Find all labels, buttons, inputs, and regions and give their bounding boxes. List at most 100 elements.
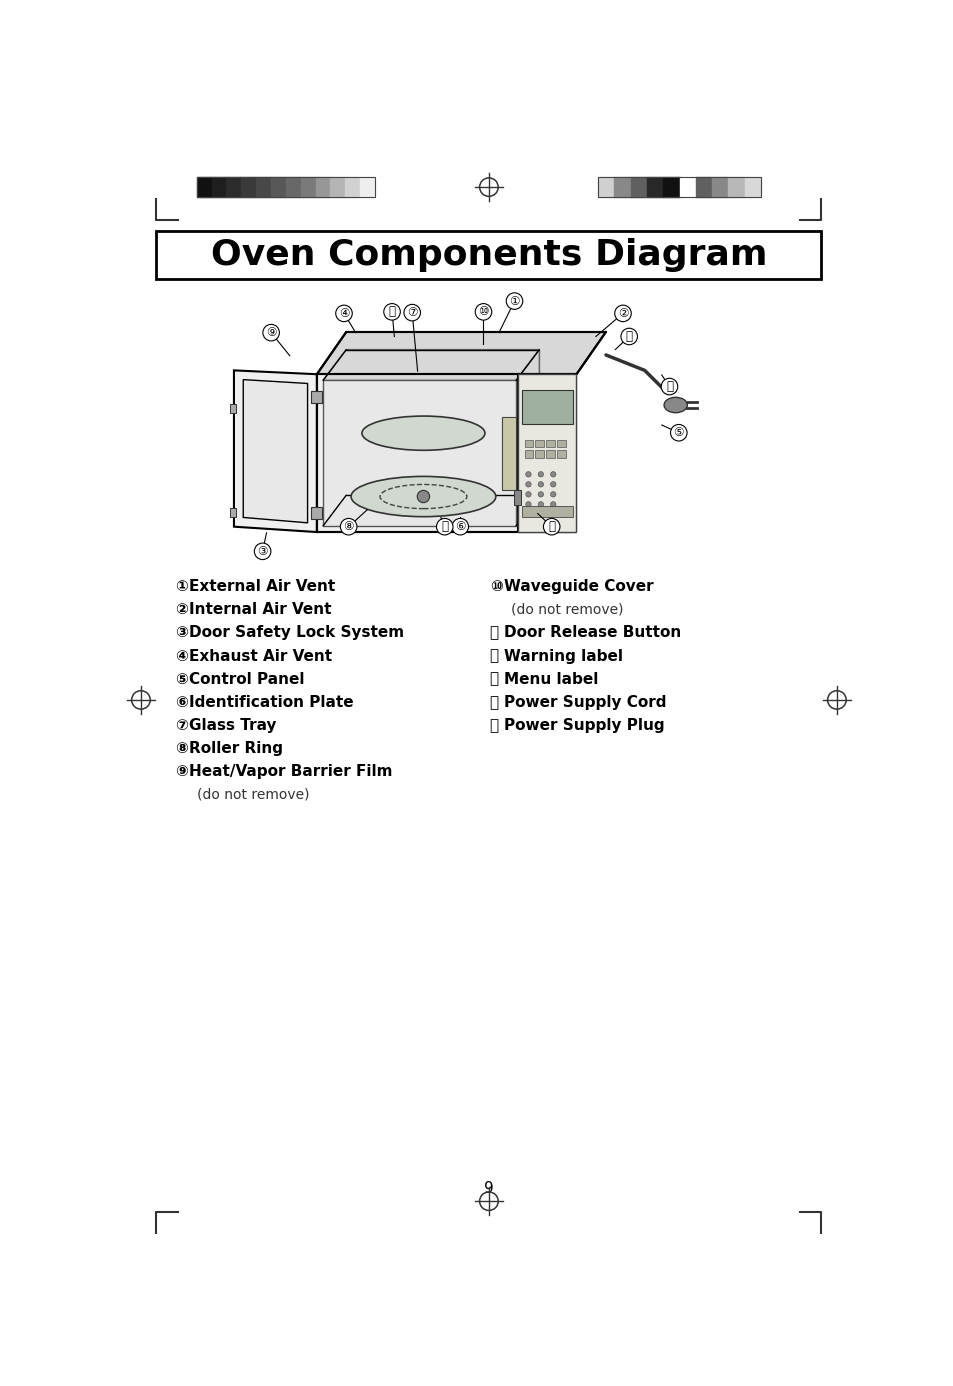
- Bar: [546, 439, 555, 448]
- Circle shape: [525, 471, 531, 477]
- Ellipse shape: [361, 416, 484, 450]
- Bar: [156, 231, 821, 279]
- Text: ⑨: ⑨: [266, 326, 276, 340]
- Text: Power Supply Plug: Power Supply Plug: [503, 718, 663, 733]
- Polygon shape: [516, 349, 538, 525]
- Polygon shape: [316, 331, 605, 374]
- Bar: [524, 450, 533, 459]
- Bar: [323, 380, 516, 525]
- Text: ⑭: ⑭: [625, 330, 632, 342]
- Text: ⑦: ⑦: [407, 306, 417, 319]
- Circle shape: [550, 481, 556, 486]
- Polygon shape: [243, 380, 307, 523]
- Text: ⑪: ⑪: [489, 625, 498, 640]
- Text: Glass Tray: Glass Tray: [189, 718, 276, 733]
- Bar: [614, 177, 630, 197]
- Bar: [226, 177, 241, 197]
- Circle shape: [525, 502, 531, 507]
- Text: Warning label: Warning label: [503, 649, 622, 664]
- Text: ⑮: ⑮: [489, 718, 498, 733]
- Text: Exhaust Air Vent: Exhaust Air Vent: [189, 649, 332, 664]
- Bar: [311, 507, 322, 518]
- Polygon shape: [323, 349, 538, 380]
- Bar: [711, 177, 728, 197]
- Circle shape: [550, 492, 556, 498]
- Text: ⑧: ⑧: [343, 520, 354, 534]
- Bar: [521, 506, 572, 517]
- Text: Heat/Vapor Barrier Film: Heat/Vapor Barrier Film: [189, 764, 392, 779]
- Text: ⑤: ⑤: [673, 427, 683, 439]
- Bar: [286, 177, 300, 197]
- Bar: [557, 439, 565, 448]
- Text: ⑬: ⑬: [489, 672, 498, 686]
- Text: ⑫: ⑫: [489, 649, 498, 664]
- Bar: [630, 177, 646, 197]
- Bar: [646, 177, 662, 197]
- Circle shape: [550, 471, 556, 477]
- Bar: [271, 177, 286, 197]
- Text: External Air Vent: External Air Vent: [189, 579, 335, 595]
- Circle shape: [537, 492, 543, 498]
- Text: Power Supply Cord: Power Supply Cord: [503, 694, 665, 710]
- Text: ⑦: ⑦: [174, 718, 188, 733]
- Text: Identification Plate: Identification Plate: [189, 694, 354, 710]
- Text: ⑬: ⑬: [441, 520, 448, 534]
- Bar: [744, 177, 760, 197]
- Bar: [546, 450, 555, 459]
- Bar: [521, 389, 572, 424]
- Text: ⑩: ⑩: [477, 305, 488, 319]
- Text: Roller Ring: Roller Ring: [189, 742, 283, 755]
- Circle shape: [525, 481, 531, 486]
- Bar: [345, 177, 360, 197]
- Ellipse shape: [663, 398, 686, 413]
- Circle shape: [537, 481, 543, 486]
- Text: ②: ②: [618, 306, 628, 320]
- Text: ①: ①: [174, 579, 188, 595]
- Text: ⑤: ⑤: [174, 672, 188, 686]
- Bar: [662, 177, 679, 197]
- Circle shape: [537, 471, 543, 477]
- Text: ③: ③: [174, 625, 188, 640]
- Bar: [557, 450, 565, 459]
- Bar: [230, 405, 236, 413]
- Bar: [196, 177, 375, 197]
- Text: (do not remove): (do not remove): [511, 603, 623, 617]
- Bar: [330, 177, 345, 197]
- Text: Oven Components Diagram: Oven Components Diagram: [211, 238, 766, 272]
- Text: Internal Air Vent: Internal Air Vent: [189, 603, 331, 617]
- Bar: [728, 177, 744, 197]
- Bar: [517, 374, 576, 532]
- Bar: [535, 450, 543, 459]
- Bar: [695, 177, 711, 197]
- Bar: [360, 177, 375, 197]
- Bar: [196, 177, 212, 197]
- Text: ⑭: ⑭: [489, 694, 498, 710]
- Ellipse shape: [351, 477, 496, 517]
- Text: (do not remove): (do not remove): [196, 787, 309, 801]
- Polygon shape: [316, 374, 576, 532]
- Circle shape: [537, 502, 543, 507]
- Polygon shape: [346, 349, 538, 495]
- Text: Waveguide Cover: Waveguide Cover: [503, 579, 653, 595]
- Bar: [679, 177, 695, 197]
- Text: ①: ①: [509, 295, 519, 308]
- Text: ④: ④: [338, 306, 349, 320]
- Bar: [315, 177, 330, 197]
- Bar: [598, 177, 760, 197]
- Bar: [524, 439, 533, 448]
- Bar: [514, 489, 520, 505]
- Text: ⑥: ⑥: [174, 694, 188, 710]
- Bar: [535, 439, 543, 448]
- Text: ⑧: ⑧: [174, 742, 188, 755]
- Bar: [241, 177, 256, 197]
- Text: ⑥: ⑥: [455, 520, 465, 534]
- Text: ⑪: ⑪: [548, 520, 555, 534]
- Bar: [212, 177, 226, 197]
- Circle shape: [550, 502, 556, 507]
- Text: ⑫: ⑫: [388, 305, 395, 319]
- Bar: [311, 391, 322, 403]
- Text: Control Panel: Control Panel: [189, 672, 304, 686]
- Bar: [501, 417, 516, 489]
- Text: Door Safety Lock System: Door Safety Lock System: [189, 625, 404, 640]
- Bar: [598, 177, 614, 197]
